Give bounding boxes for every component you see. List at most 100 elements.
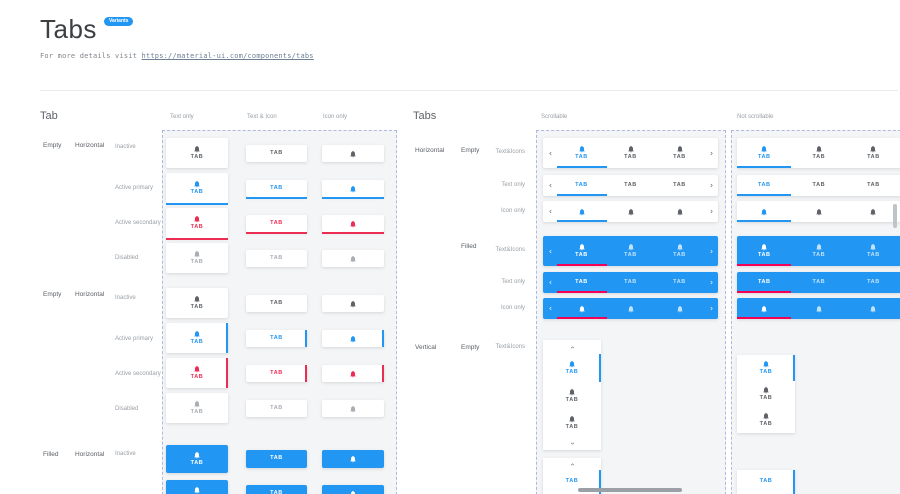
chevron-down-icon[interactable] <box>543 436 601 450</box>
tab[interactable]: TAB <box>246 365 307 382</box>
tab-item[interactable]: TAB <box>557 138 606 168</box>
tab-item[interactable]: TAB <box>673 278 686 285</box>
tab[interactable]: TAB <box>166 208 228 238</box>
tab-item[interactable] <box>846 201 900 222</box>
tab[interactable] <box>322 330 384 347</box>
tab-item[interactable]: TAB <box>543 382 601 409</box>
chevron-left-icon[interactable] <box>543 175 557 196</box>
tab-item[interactable]: TAB <box>757 181 771 188</box>
tab-bar-not-scrollable-filled: TAB TAB TAB <box>737 272 900 293</box>
tab[interactable]: TAB <box>246 215 307 232</box>
tab-item[interactable]: TAB <box>812 181 826 188</box>
tab-item[interactable]: TAB <box>575 181 588 188</box>
tab-item[interactable] <box>737 201 792 222</box>
bell-icon <box>627 305 635 313</box>
tab-item[interactable]: TAB <box>846 138 900 168</box>
docs-link[interactable]: https://material-ui.com/components/tabs <box>141 52 314 60</box>
chevron-left-icon[interactable] <box>543 272 557 293</box>
tab-item[interactable]: TAB <box>624 181 637 188</box>
tab[interactable]: TAB <box>246 180 307 197</box>
chevron-left-icon[interactable] <box>543 201 557 222</box>
tab[interactable] <box>322 295 384 312</box>
bell-icon <box>193 250 201 258</box>
tab-item[interactable]: TAB <box>792 236 847 266</box>
tab[interactable]: TAB <box>166 288 228 318</box>
bell-icon <box>193 365 201 373</box>
tab-item[interactable]: TAB <box>543 409 601 436</box>
tab-item[interactable] <box>737 298 792 319</box>
tab[interactable]: TAB <box>246 330 307 347</box>
tab[interactable] <box>322 215 384 232</box>
tab-item[interactable] <box>655 298 704 319</box>
v-scrollbar-thumb[interactable] <box>893 204 897 228</box>
chevron-left-icon[interactable] <box>543 236 557 266</box>
bell-icon <box>869 243 877 251</box>
tab[interactable]: TAB <box>166 323 228 353</box>
tab-item[interactable]: TAB <box>606 236 655 266</box>
tab-item[interactable] <box>606 298 655 319</box>
tab-item[interactable]: TAB <box>565 478 579 485</box>
tab-item[interactable] <box>792 298 847 319</box>
tab-item[interactable] <box>846 298 900 319</box>
chevron-left-icon[interactable] <box>543 298 557 319</box>
tab-item[interactable]: TAB <box>867 278 880 285</box>
tab[interactable]: TAB <box>166 173 228 203</box>
tab-item[interactable] <box>557 201 606 222</box>
tab[interactable] <box>322 180 384 197</box>
tab-item[interactable]: TAB <box>792 138 847 168</box>
tab[interactable] <box>322 485 384 494</box>
tab-item[interactable]: TAB <box>543 354 601 382</box>
chevron-up-icon[interactable] <box>543 340 601 354</box>
h-scrollbar-thumb[interactable] <box>578 488 682 492</box>
chevron-right-icon[interactable] <box>704 236 718 266</box>
bell-icon <box>869 305 877 313</box>
tab-item[interactable]: TAB <box>606 138 655 168</box>
section-title-tab: Tab <box>40 110 58 122</box>
tab[interactable]: TAB <box>166 480 228 494</box>
tab: TAB <box>166 393 228 423</box>
chevron-right-icon[interactable] <box>704 138 718 168</box>
bell-icon <box>568 360 576 368</box>
tab[interactable] <box>322 365 384 382</box>
bell-icon <box>760 208 768 216</box>
tab-item[interactable]: TAB <box>867 181 880 188</box>
tab-item[interactable] <box>557 298 606 319</box>
tab[interactable]: TAB <box>246 295 307 312</box>
tab-item[interactable]: TAB <box>759 478 773 485</box>
tab-item[interactable]: TAB <box>737 381 795 407</box>
tab[interactable] <box>322 145 384 162</box>
chevron-right-icon[interactable] <box>704 298 718 319</box>
chevron-up-icon[interactable] <box>543 458 601 470</box>
chevron-right-icon[interactable] <box>704 272 718 293</box>
tab-item[interactable]: TAB <box>624 278 637 285</box>
tab-item[interactable]: TAB <box>737 407 795 433</box>
tab[interactable]: TAB <box>246 485 307 494</box>
tab-item[interactable]: TAB <box>757 278 771 285</box>
tab[interactable] <box>322 450 384 468</box>
tab-item[interactable]: TAB <box>737 138 792 168</box>
tab[interactable]: TAB <box>166 138 228 168</box>
chevron-right-icon[interactable] <box>704 201 718 222</box>
tab[interactable]: TAB <box>166 358 228 388</box>
tab-item[interactable]: TAB <box>846 236 900 266</box>
tab-item[interactable] <box>655 201 704 222</box>
bell-icon <box>193 215 201 223</box>
tab[interactable]: TAB <box>246 145 307 162</box>
tab[interactable]: TAB <box>166 445 228 473</box>
tab-item[interactable] <box>792 201 847 222</box>
tab-item[interactable] <box>606 201 655 222</box>
tab[interactable]: TAB <box>246 450 307 468</box>
tab-item[interactable]: TAB <box>575 278 588 285</box>
chevron-right-icon[interactable] <box>704 175 718 196</box>
tab-strip-vertical-scrollable: TAB TAB TAB <box>543 340 601 450</box>
tab-item[interactable]: TAB <box>557 236 606 266</box>
tab-item[interactable]: TAB <box>673 181 686 188</box>
chevron-left-icon[interactable] <box>543 138 557 168</box>
row-label: Text&Icons <box>495 247 525 253</box>
tab-item[interactable]: TAB <box>737 355 795 381</box>
tab-item[interactable]: TAB <box>655 138 704 168</box>
tab-item[interactable]: TAB <box>655 236 704 266</box>
tab-item[interactable]: TAB <box>737 236 792 266</box>
tab-indicator <box>557 220 607 222</box>
tab-item[interactable]: TAB <box>812 278 826 285</box>
